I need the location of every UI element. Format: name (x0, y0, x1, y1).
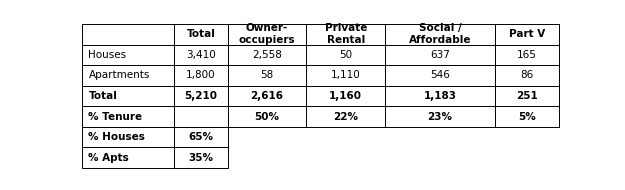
Text: 50%: 50% (254, 112, 279, 122)
Text: 546: 546 (430, 70, 450, 80)
Text: 23%: 23% (428, 112, 452, 122)
Bar (228, 86, 306, 106)
Bar (174, 44, 228, 65)
Text: 1,110: 1,110 (331, 70, 361, 80)
Text: 5,210: 5,210 (184, 91, 218, 101)
Text: 22%: 22% (333, 112, 358, 122)
Text: 5%: 5% (518, 112, 536, 122)
Bar (82, 147, 174, 168)
Text: Private
Rental: Private Rental (324, 23, 367, 45)
Bar (495, 44, 559, 65)
Text: 251: 251 (516, 91, 538, 101)
Bar (228, 106, 306, 127)
Text: 2,558: 2,558 (252, 50, 282, 60)
Bar (385, 24, 495, 44)
Bar (385, 106, 495, 127)
Bar (174, 127, 228, 147)
Text: Owner-
occupiers: Owner- occupiers (239, 23, 295, 45)
Bar (82, 44, 174, 65)
Bar (306, 44, 385, 65)
Bar (228, 24, 306, 44)
Bar (174, 106, 228, 127)
Text: 58: 58 (261, 70, 274, 80)
Text: Total: Total (89, 91, 118, 101)
Text: 35%: 35% (188, 153, 213, 163)
Text: 165: 165 (517, 50, 537, 60)
Bar (82, 127, 174, 147)
Text: 3,410: 3,410 (186, 50, 216, 60)
Bar (306, 106, 385, 127)
Bar (495, 86, 559, 106)
Text: Apartments: Apartments (89, 70, 150, 80)
Bar (82, 86, 174, 106)
Bar (385, 65, 495, 86)
Text: 1,160: 1,160 (329, 91, 362, 101)
Bar (385, 86, 495, 106)
Text: % Houses: % Houses (89, 132, 146, 142)
Bar (82, 106, 174, 127)
Bar (306, 24, 385, 44)
Bar (385, 44, 495, 65)
Text: 1,183: 1,183 (424, 91, 456, 101)
Text: 86: 86 (520, 70, 533, 80)
Text: % Apts: % Apts (89, 153, 129, 163)
Text: Total: Total (186, 29, 216, 39)
Bar (306, 86, 385, 106)
Text: % Tenure: % Tenure (89, 112, 142, 122)
Bar (174, 65, 228, 86)
Bar (495, 106, 559, 127)
Bar (174, 86, 228, 106)
Bar (82, 65, 174, 86)
Bar (174, 24, 228, 44)
Text: 65%: 65% (188, 132, 213, 142)
Text: 2,616: 2,616 (251, 91, 284, 101)
Bar (306, 65, 385, 86)
Bar (82, 24, 174, 44)
Text: 637: 637 (430, 50, 450, 60)
Text: Houses: Houses (89, 50, 127, 60)
Bar (228, 44, 306, 65)
Bar (228, 65, 306, 86)
Bar (495, 24, 559, 44)
Text: Social /
Affordable: Social / Affordable (409, 23, 471, 45)
Bar (495, 65, 559, 86)
Text: Part V: Part V (509, 29, 545, 39)
Text: 1,800: 1,800 (186, 70, 216, 80)
Text: 50: 50 (339, 50, 352, 60)
Bar (174, 147, 228, 168)
